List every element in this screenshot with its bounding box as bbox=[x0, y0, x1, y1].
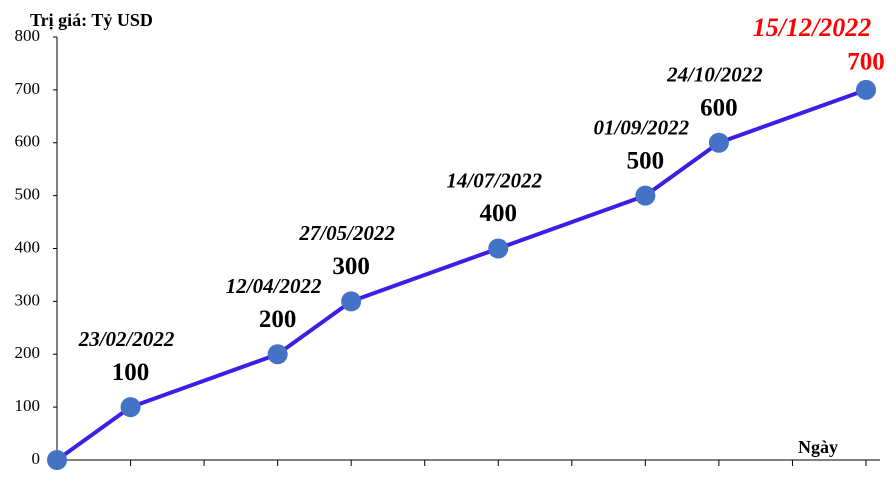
date-label: 27/05/2022 bbox=[298, 221, 395, 245]
marker bbox=[47, 450, 67, 470]
y-tick-label: 600 bbox=[15, 132, 41, 151]
marker bbox=[708, 132, 729, 153]
date-label: 01/09/2022 bbox=[594, 115, 690, 139]
marker bbox=[120, 397, 141, 418]
marker bbox=[488, 238, 509, 259]
y-tick-label: 400 bbox=[15, 237, 41, 256]
y-tick-label: 0 bbox=[32, 449, 41, 468]
y-tick-label: 700 bbox=[15, 79, 41, 98]
line bbox=[55, 87, 867, 462]
value-label: 500 bbox=[627, 147, 665, 174]
value-label: 300 bbox=[332, 253, 370, 280]
marker bbox=[341, 291, 362, 312]
marker bbox=[267, 344, 288, 365]
value-label: 200 bbox=[259, 306, 297, 333]
y-axis-title: Trị giá: Tỷ USD bbox=[30, 10, 153, 30]
x-axis-title: Ngày bbox=[798, 437, 838, 457]
y-tick-label: 100 bbox=[15, 396, 41, 415]
value-label: 100 bbox=[112, 359, 150, 386]
y-tick-label: 500 bbox=[15, 185, 41, 204]
date-label: 24/10/2022 bbox=[666, 63, 763, 87]
y-tick-label: 200 bbox=[15, 343, 41, 362]
y-tick-label: 800 bbox=[15, 26, 41, 45]
value-label: 600 bbox=[700, 94, 738, 121]
date-label: 12/04/2022 bbox=[226, 274, 322, 298]
value-label: 700 bbox=[847, 49, 885, 76]
date-label: 15/12/2022 bbox=[753, 13, 871, 42]
marker bbox=[635, 185, 656, 206]
y-tick-label: 300 bbox=[15, 290, 41, 309]
date-label: 14/07/2022 bbox=[446, 168, 542, 192]
date-label: 23/02/2022 bbox=[78, 327, 175, 351]
value-label: 400 bbox=[480, 200, 518, 227]
marker bbox=[856, 79, 876, 100]
